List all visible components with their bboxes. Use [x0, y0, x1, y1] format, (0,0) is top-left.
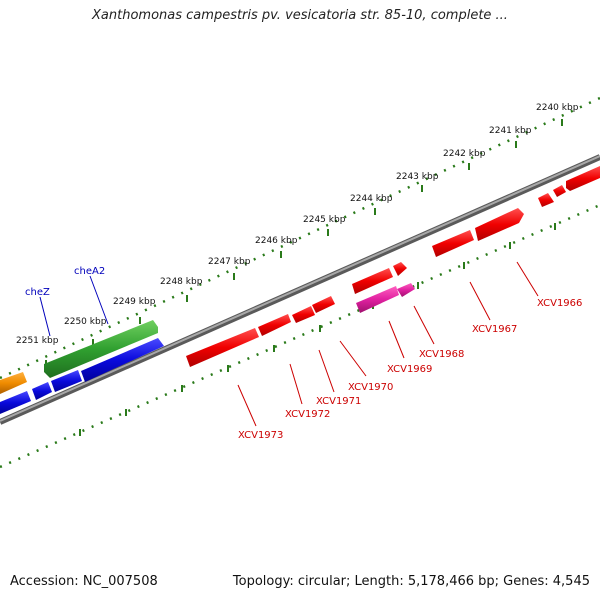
accession-text: Accession: NC_007508	[10, 574, 158, 589]
gene-labels: XCV1966 XCV1967 XCV1968 XCV1969 XCV1970 …	[25, 266, 582, 441]
label-leaders	[39, 261, 539, 427]
ruler-label: 2251 kbp	[16, 336, 59, 346]
gene-XCV1971	[292, 306, 315, 323]
ruler-label: 2243 kbp	[396, 172, 439, 182]
topology-summary: Topology: circular; Length: 5,178,466 bp…	[232, 574, 590, 589]
gene-XCV1966	[475, 208, 524, 241]
gene-XCV1970	[312, 296, 335, 313]
gene-magenta-2	[356, 286, 399, 313]
gene-XCV1967	[432, 230, 474, 257]
gene-magenta-1	[397, 283, 415, 297]
forward-genes	[0, 166, 600, 414]
gene-blue-2	[51, 370, 82, 392]
ruler-label: 2246 kbp	[255, 236, 298, 246]
gene-label: XCV1969	[387, 364, 432, 375]
gene-label: XCV1971	[316, 396, 361, 407]
gene-label: XCV1973	[238, 430, 283, 441]
ruler-label: 2244 kbp	[350, 194, 393, 204]
gene-XCV1965	[566, 166, 600, 191]
genome-backbone	[0, 154, 600, 425]
gene-label: XCV1972	[285, 409, 330, 420]
ruler-label: 2250 kbp	[64, 317, 107, 327]
gene-label: XCV1970	[348, 382, 393, 393]
gene-label: XCV1966	[537, 298, 582, 309]
gene-small-1	[553, 185, 566, 197]
gene-blue-4	[0, 391, 31, 414]
forward-ruler	[0, 96, 600, 380]
gene-blue-1	[81, 338, 164, 382]
ruler-label: 2248 kbp	[160, 277, 203, 287]
ruler-label: 2240 kbp	[536, 103, 579, 113]
ruler-label: 2247 kbp	[208, 257, 251, 267]
ruler-label: 2249 kbp	[113, 297, 156, 307]
gene-label: cheZ	[25, 287, 50, 298]
gene-label: XCV1968	[419, 349, 464, 360]
gene-blue-3	[32, 382, 52, 400]
gene-XCV1969	[352, 268, 393, 294]
ruler-label: 2245 kbp	[303, 215, 346, 225]
gene-label: cheA2	[74, 266, 105, 277]
ruler-label: 2242 kbp	[443, 149, 486, 159]
gene-small-2	[538, 193, 554, 207]
gene-XCV1968	[393, 262, 407, 276]
ruler-label: 2241 kbp	[489, 126, 532, 136]
gene-XCV1973	[186, 328, 259, 367]
ruler-labels: 2240 kbp 2241 kbp 2242 kbp 2243 kbp 2244…	[16, 103, 579, 346]
gene-XCV1972	[258, 314, 291, 336]
gene-cheA2	[44, 320, 158, 378]
map-title: Xanthomonas campestris pv. vesicatoria s…	[92, 8, 508, 23]
gene-label: XCV1967	[472, 324, 517, 335]
gene-orange	[0, 372, 27, 394]
